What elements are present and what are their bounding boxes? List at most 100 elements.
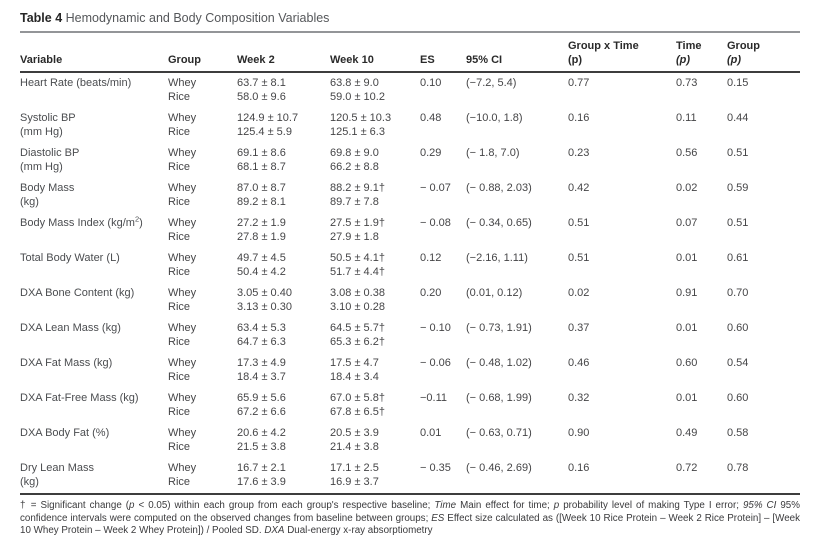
cell-es: 0.01 [420,427,442,439]
cell-group-p: 0.51 [727,147,749,159]
cell-group: Whey Rice [168,112,197,138]
cell-group: Whey Rice [168,357,197,383]
cell-group: Whey Rice [168,77,197,103]
cell-es: 0.12 [420,252,442,264]
cell-group-p: 0.58 [727,427,749,439]
cell-week2: 17.3 ± 4.9 18.4 ± 3.7 [237,357,286,383]
cell-es: − 0.07 [420,182,451,194]
cell-time-p: 0.11 [676,112,697,124]
cell-group-x-time-p: 0.51 [568,217,590,229]
cell-group-x-time-p: 0.90 [568,427,590,439]
cell-group: Whey Rice [168,252,197,278]
table-header-row: Variable Group Week 2 Week 10 ES 95% CI … [20,33,800,73]
cell-group-p: 0.44 [727,112,749,124]
table-row: DXA Lean Mass (kg) Whey Rice 63.4 ± 5.3 … [20,318,800,353]
cell-time-p: 0.60 [676,357,698,369]
cell-variable: Diastolic BP (mm Hg) [20,147,80,173]
cell-ci: (− 0.34, 0.65) [466,217,532,229]
cell-group-p: 0.70 [727,287,749,299]
cell-week2: 16.7 ± 2.1 17.6 ± 3.9 [237,462,286,488]
cell-week2: 3.05 ± 0.40 3.13 ± 0.30 [237,287,292,313]
cell-ci: (−7.2, 5.4) [466,77,517,89]
column-header-ci: 95% CI [466,54,503,66]
cell-ci: (− 0.88, 2.03) [466,182,532,194]
cell-week10: 27.5 ± 1.9† 27.9 ± 1.8 [330,217,385,243]
cell-time-p: 0.01 [676,392,698,404]
cell-es: 0.10 [420,77,442,89]
column-header-group: Group [168,54,201,66]
cell-variable: DXA Fat Mass (kg) [20,357,113,369]
cell-group-p: 0.54 [727,357,749,369]
cell-week10: 67.0 ± 5.8† 67.8 ± 6.5† [330,392,385,418]
cell-group-x-time-p: 0.16 [568,462,590,474]
cell-variable: DXA Body Fat (%) [20,427,110,439]
cell-time-p: 0.07 [676,217,698,229]
cell-time-p: 0.91 [676,287,698,299]
cell-es: − 0.35 [420,462,451,474]
table-row: Body Mass Index (kg/m2) Whey Rice 27.2 ±… [20,213,800,248]
cell-variable: DXA Lean Mass (kg) [20,322,121,334]
column-header-group-x-time: Group x Time (p) [568,40,639,66]
cell-time-p: 0.56 [676,147,698,159]
table-row: Heart Rate (beats/min) Whey Rice 63.7 ± … [20,73,800,108]
table-row: DXA Fat-Free Mass (kg) Whey Rice 65.9 ± … [20,388,800,423]
cell-group: Whey Rice [168,217,197,243]
table-row: DXA Bone Content (kg) Whey Rice 3.05 ± 0… [20,283,800,318]
cell-group: Whey Rice [168,392,197,418]
cell-es: 0.20 [420,287,442,299]
cell-variable: Body Mass Index (kg/m2) [20,214,143,229]
cell-time-p: 0.01 [676,322,698,334]
table-row: DXA Fat Mass (kg) Whey Rice 17.3 ± 4.9 1… [20,353,800,388]
column-header-variable: Variable [20,54,63,66]
table-row: Dry Lean Mass (kg) Whey Rice 16.7 ± 2.1 … [20,458,800,493]
cell-week10: 17.5 ± 4.7 18.4 ± 3.4 [330,357,379,383]
cell-variable: Total Body Water (L) [20,252,120,264]
cell-time-p: 0.49 [676,427,698,439]
cell-es: 0.48 [420,112,442,124]
cell-group-p: 0.60 [727,322,749,334]
cell-week10: 120.5 ± 10.3 125.1 ± 6.3 [330,112,392,138]
cell-es: 0.29 [420,147,442,159]
cell-week2: 27.2 ± 1.9 27.8 ± 1.9 [237,217,286,243]
table-footnote: † = Significant change (p < 0.05) within… [20,500,800,537]
cell-group: Whey Rice [168,182,197,208]
column-header-es: ES [420,54,435,66]
cell-time-p: 0.02 [676,182,698,194]
table-title: Table 4 Hemodynamic and Body Composition… [20,10,800,26]
cell-week10: 69.8 ± 9.0 66.2 ± 8.8 [330,147,379,173]
cell-time-p: 0.72 [676,462,698,474]
cell-week10: 63.8 ± 9.0 59.0 ± 10.2 [330,77,385,103]
cell-week2: 49.7 ± 4.5 50.4 ± 4.2 [237,252,286,278]
cell-variable: Heart Rate (beats/min) [20,77,132,89]
cell-group-x-time-p: 0.77 [568,77,590,89]
cell-es: − 0.10 [420,322,451,334]
cell-ci: (− 0.46, 2.69) [466,462,532,474]
cell-ci: (− 0.68, 1.99) [466,392,532,404]
top-rule [20,31,800,33]
cell-group-p: 0.59 [727,182,749,194]
cell-variable: DXA Bone Content (kg) [20,287,135,299]
cell-group: Whey Rice [168,287,197,313]
cell-group-p: 0.78 [727,462,749,474]
cell-week2: 63.4 ± 5.3 64.7 ± 6.3 [237,322,286,348]
cell-week2: 63.7 ± 8.1 58.0 ± 9.6 [237,77,286,103]
cell-group-x-time-p: 0.23 [568,147,590,159]
column-header-week2: Week 2 [237,54,275,66]
cell-group-x-time-p: 0.51 [568,252,590,264]
cell-week2: 69.1 ± 8.6 68.1 ± 8.7 [237,147,286,173]
cell-group-x-time-p: 0.02 [568,287,590,299]
cell-variable: Systolic BP (mm Hg) [20,112,76,138]
cell-variable: Body Mass (kg) [20,182,75,208]
cell-group-x-time-p: 0.32 [568,392,590,404]
column-header-group-p: Group (p) [727,40,760,66]
cell-week10: 17.1 ± 2.5 16.9 ± 3.7 [330,462,379,488]
column-header-time: Time (p) [676,40,702,66]
table-caption: Hemodynamic and Body Composition Variabl… [62,11,330,25]
cell-ci: (− 0.63, 0.71) [466,427,532,439]
cell-week2: 20.6 ± 4.2 21.5 ± 3.8 [237,427,286,453]
cell-variable: DXA Fat-Free Mass (kg) [20,392,139,404]
cell-week10: 20.5 ± 3.9 21.4 ± 3.8 [330,427,379,453]
table-row: Body Mass (kg) Whey Rice 87.0 ± 8.7 89.2… [20,178,800,213]
cell-ci: (−10.0, 1.8) [466,112,523,124]
cell-group: Whey Rice [168,322,197,348]
